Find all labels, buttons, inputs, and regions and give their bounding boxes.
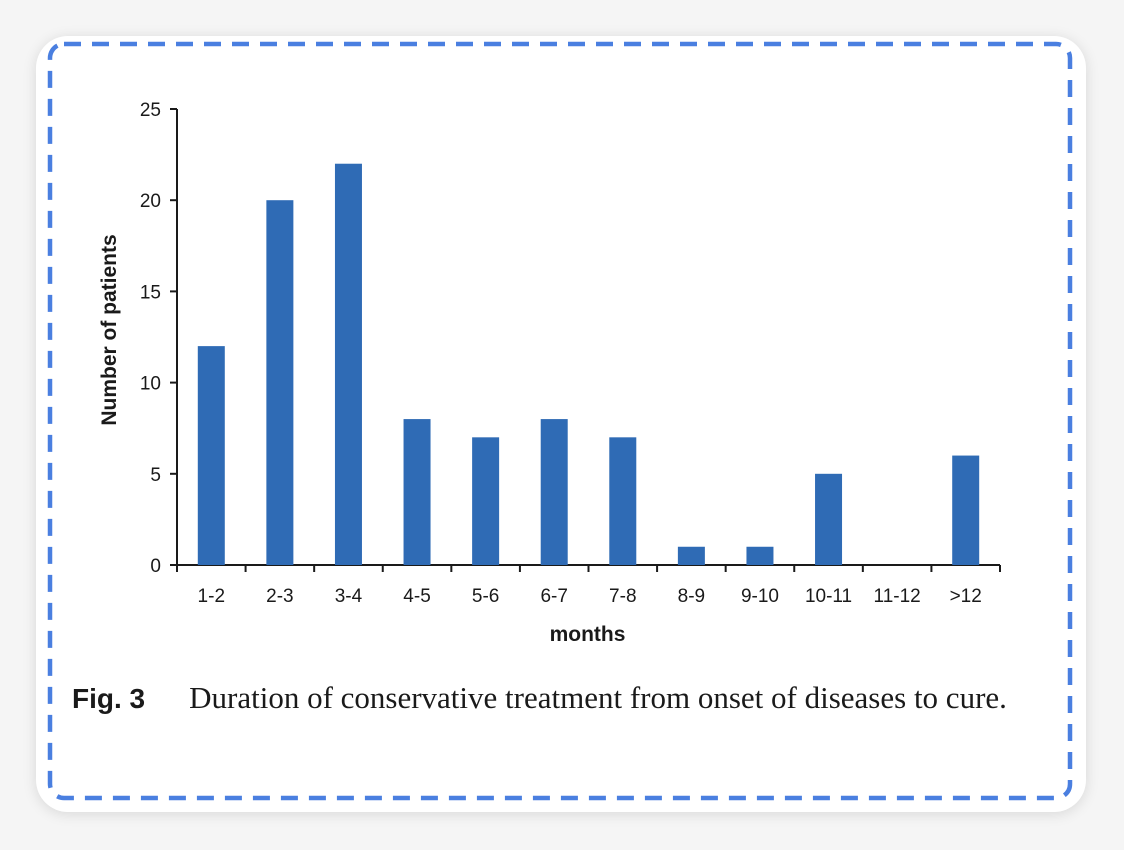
y-tick-label: 5 bbox=[150, 465, 161, 486]
bar-7-8 bbox=[609, 437, 637, 565]
x-tick-label: 10-11 bbox=[805, 586, 852, 607]
bar-8-9 bbox=[677, 546, 705, 565]
y-tick-label: 0 bbox=[150, 556, 161, 577]
y-tick-label: 10 bbox=[140, 374, 161, 395]
figure-caption: Fig. 3 Duration of conservative treatment… bbox=[72, 676, 1052, 721]
x-tick-label: 9-10 bbox=[741, 586, 779, 607]
x-tick-label: 1-2 bbox=[198, 586, 225, 607]
caption-label: Fig. 3 bbox=[72, 683, 146, 714]
y-tick-label: 15 bbox=[140, 282, 161, 303]
x-tick-label: 5-6 bbox=[472, 586, 499, 607]
caption-text: Duration of conservative treatment from … bbox=[189, 680, 1007, 715]
x-tick-label: 8-9 bbox=[678, 586, 705, 607]
x-tick-label: >12 bbox=[950, 586, 982, 607]
bar-6-7 bbox=[540, 419, 568, 565]
bar-10-11 bbox=[815, 473, 843, 565]
bar-3-4 bbox=[334, 163, 362, 565]
x-axis-title: months bbox=[550, 623, 626, 646]
x-tick-label: 4-5 bbox=[403, 586, 430, 607]
bar-5-6 bbox=[472, 437, 500, 565]
y-axis-title: Number of patients bbox=[98, 234, 121, 425]
y-tick-label: 20 bbox=[140, 191, 161, 212]
y-tick-label: 25 bbox=[140, 100, 161, 121]
x-tick-label: 7-8 bbox=[609, 586, 636, 607]
x-tick-label: 11-12 bbox=[874, 586, 921, 607]
bar-2-3 bbox=[266, 200, 294, 565]
x-tick-label: 3-4 bbox=[335, 586, 363, 607]
bar-9-10 bbox=[746, 546, 774, 565]
bar->12 bbox=[952, 455, 980, 565]
x-tick-label: 2-3 bbox=[266, 586, 293, 607]
x-tick-label: 6-7 bbox=[540, 586, 567, 607]
bar-1-2 bbox=[197, 346, 225, 565]
bar-4-5 bbox=[403, 419, 431, 565]
